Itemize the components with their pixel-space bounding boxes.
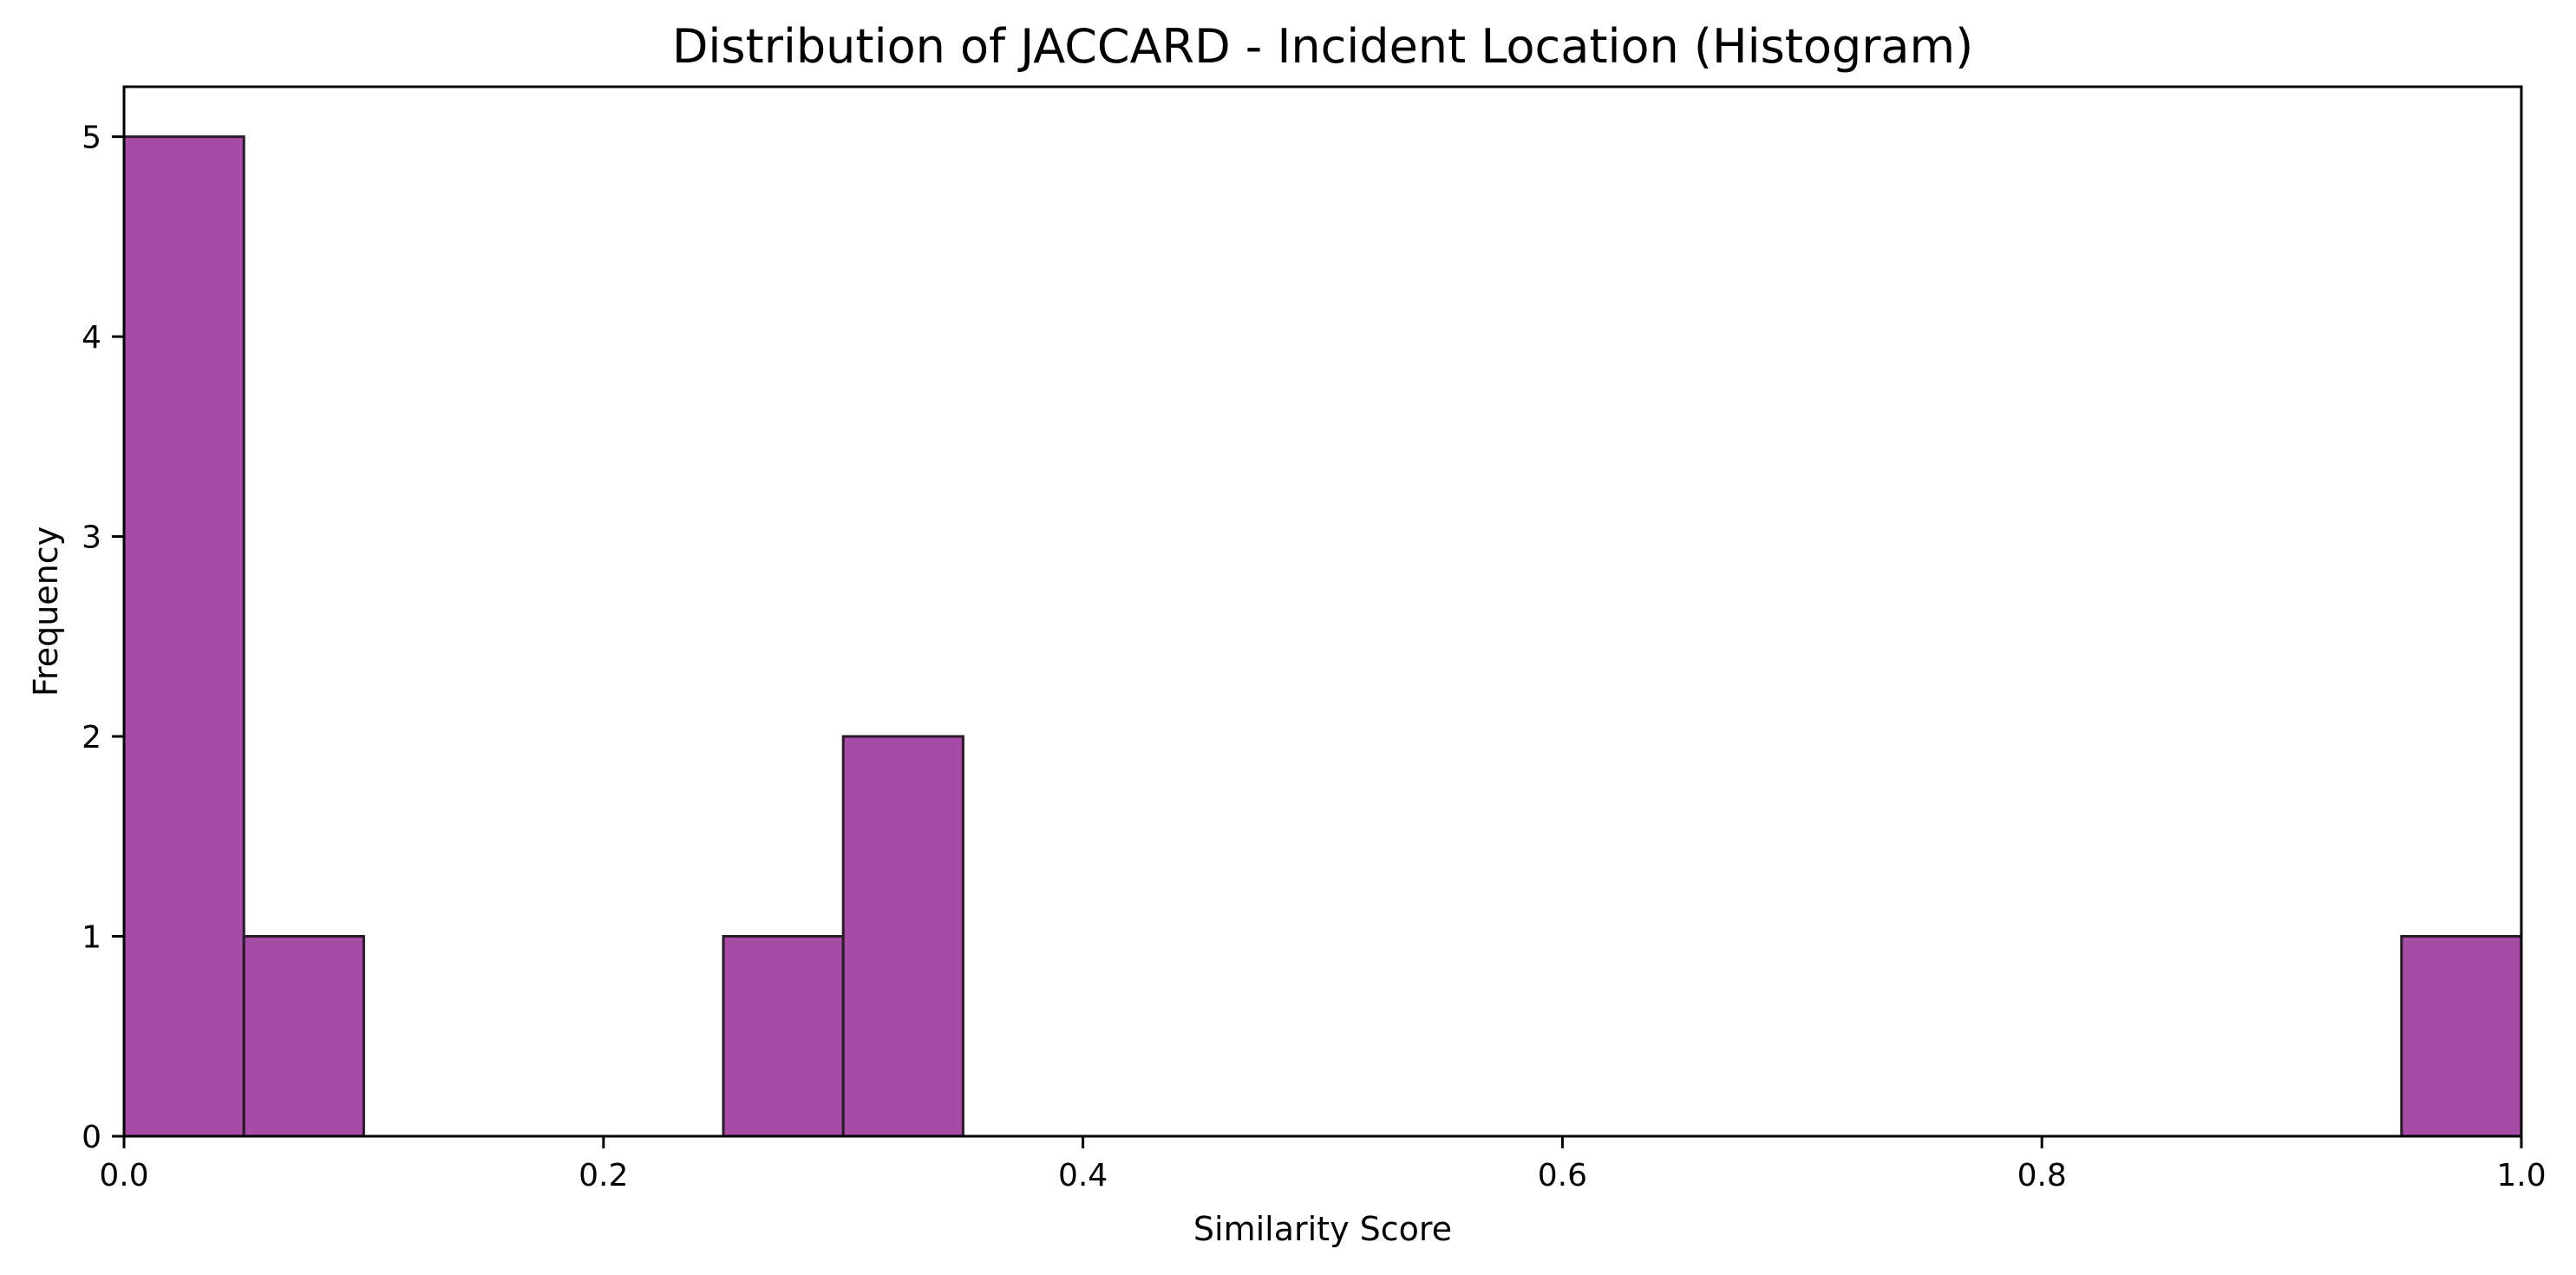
histogram-bar-3 <box>841 735 964 1138</box>
histogram-bar-1 <box>242 935 365 1138</box>
y-tick-label-0: 0 <box>82 1120 101 1155</box>
x-axis-ticks: 0.0 0.2 0.4 0.6 0.8 1.0 <box>99 1136 2547 1193</box>
chart-title: Distribution of JACCARD - Incident Locat… <box>672 19 1973 74</box>
y-tick-label-2: 2 <box>82 720 101 755</box>
x-tick-label-5: 1.0 <box>2496 1158 2546 1193</box>
histogram-bar-4 <box>2400 935 2523 1138</box>
y-tick-label-3: 3 <box>82 520 101 556</box>
y-axis-ticks: 0 1 2 3 4 5 <box>82 121 124 1155</box>
x-tick-label-1: 0.2 <box>579 1158 628 1193</box>
y-tick-label-5: 5 <box>82 121 101 156</box>
histogram-bar-0 <box>122 135 245 1138</box>
x-tick-label-0: 0.0 <box>99 1158 148 1193</box>
x-tick-label-2: 0.4 <box>1058 1158 1108 1193</box>
x-axis-label: Similarity Score <box>1193 1210 1452 1248</box>
x-tick-label-4: 0.8 <box>2017 1158 2067 1193</box>
y-axis-label: Frequency <box>27 526 65 696</box>
histogram-bar-2 <box>722 935 845 1138</box>
plot-frame <box>122 85 2523 1138</box>
x-tick-label-3: 0.6 <box>1538 1158 1587 1193</box>
y-tick-label-4: 4 <box>82 320 101 356</box>
y-tick-label-1: 1 <box>82 920 101 956</box>
bars-group <box>122 135 2523 1138</box>
